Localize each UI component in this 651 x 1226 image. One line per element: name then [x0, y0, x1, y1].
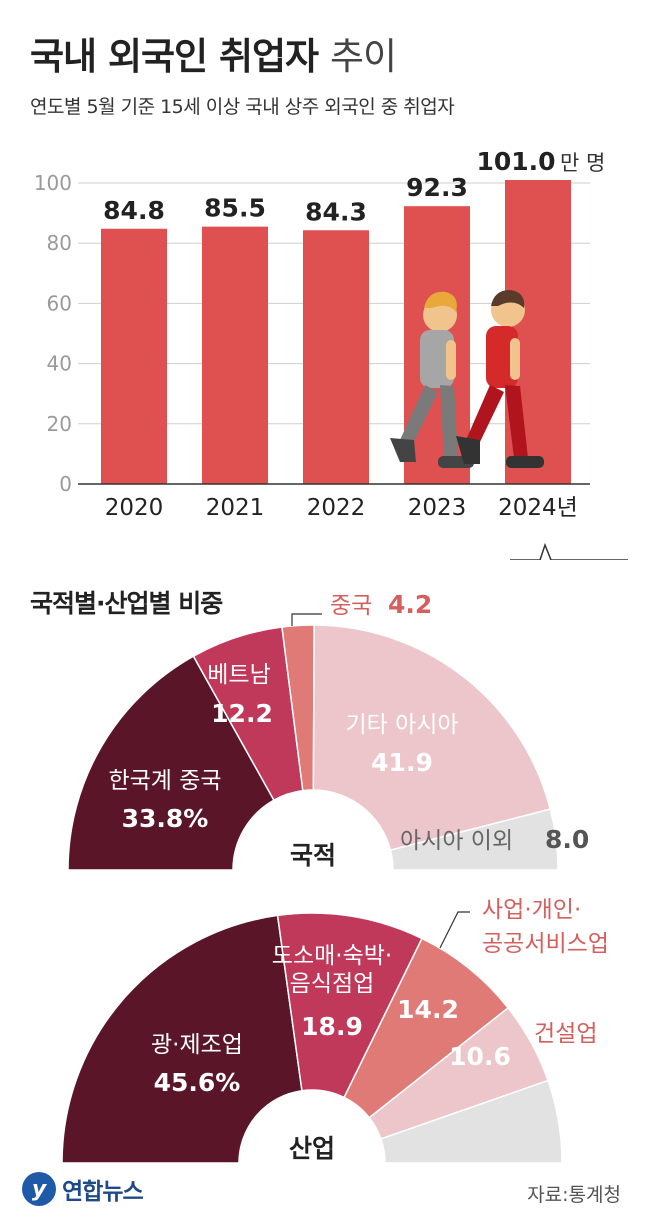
x-tick-label: 2022 [307, 495, 366, 521]
slice-label: 기타 아시아 [345, 712, 458, 738]
bar-value-label: 85.5 [204, 194, 266, 223]
bar-2021 [202, 226, 268, 484]
slice-label: 광·제조업 [151, 1032, 243, 1058]
label-china: 중국 4.2 [291, 590, 432, 626]
section-title-share: 국적별·산업별 비중 [30, 589, 223, 618]
bar-chart: 0 20 40 60 80 100 84.8 85.5 84.3 92.3 101.0 만 명 20… [34, 147, 628, 560]
bar-2020 [101, 228, 167, 484]
donut-slice [276, 912, 423, 1099]
leader-line [291, 613, 322, 626]
yonhap-globe-icon: y [22, 1172, 56, 1206]
y-tick-label: 0 [59, 472, 72, 496]
donut-slice [389, 808, 559, 871]
y-tick-label: 40 [47, 352, 72, 376]
donut-slice [379, 1079, 563, 1164]
slice-value-label: 18.9 [301, 1012, 363, 1041]
bar-value-label: 101.0 [476, 147, 555, 176]
donut-slice [312, 624, 552, 852]
slice-label: 아시아 이외 [400, 828, 513, 854]
slice-value-label: 12.2 [211, 699, 273, 728]
x-tick-label: 2024년 [498, 495, 578, 521]
y-tick-label: 100 [34, 171, 72, 195]
slice-value-label: 41.9 [371, 748, 433, 777]
donut-slice [61, 914, 303, 1164]
person-red [456, 290, 544, 468]
main-title-light: 추이 [329, 35, 397, 78]
walking-people-illustration [390, 290, 544, 468]
axis-break-marker [510, 542, 628, 560]
bar-chart-y-ticks: 0 20 40 60 80 100 [34, 171, 72, 496]
slice-value-label: 8.0 [545, 825, 589, 854]
leader-line [439, 911, 470, 949]
slice-value-label: 33.8% [122, 804, 209, 833]
bar-value-label: 84.3 [305, 197, 367, 226]
bar-chart-x-ticks: 2020 2021 2022 2023 2024년 [105, 495, 578, 521]
slice-label-construction: 건설업 [534, 1021, 597, 1047]
donut-국적: 국적 한국계 중국 33.8% 베트남 12.2 기타 아시아 41.9 아시아 이외 8.0 [67, 624, 589, 871]
main-title-bold: 국내 외국인 취업자 [30, 35, 319, 78]
slice-value-china: 4.2 [388, 590, 432, 619]
donut-center-label: 산업 [289, 1134, 335, 1163]
x-tick-label: 2020 [105, 495, 164, 521]
donut-산업: 산업 광·제조업 45.6% 도소매·숙박·음식점업 18.9 14.2 10.6 [61, 912, 563, 1164]
y-tick-label: 20 [47, 412, 72, 436]
yonhap-logo: y 연합뉴스 [22, 1172, 144, 1206]
yonhap-logo-text: 연합뉴스 [62, 1179, 144, 1205]
slice-label-service-2: 공공서비스업 [482, 931, 609, 957]
slice-value-label: 45.6% [154, 1068, 241, 1097]
bar-unit-label: 만 명 [560, 151, 605, 175]
main-title: 국내 외국인 취업자 추이 [30, 26, 397, 80]
slice-value-label: 14.2 [397, 995, 459, 1024]
slice-label: 음식점업 [290, 971, 375, 997]
y-tick-label: 60 [47, 291, 72, 315]
slice-label-china: 중국 [330, 593, 372, 619]
y-tick-label: 80 [47, 231, 72, 255]
x-tick-label: 2023 [408, 495, 467, 521]
bar-value-label: 92.3 [406, 173, 468, 202]
slice-label: 한국계 중국 [108, 768, 221, 794]
donut-center-label: 국적 [290, 841, 336, 870]
x-tick-label: 2021 [206, 495, 265, 521]
person-gray [390, 291, 474, 468]
bar-value-label: 84.8 [103, 196, 165, 225]
slice-label: 도소매·숙박· [272, 943, 392, 969]
bar-chart-value-labels: 84.8 85.5 84.3 92.3 101.0 만 명 [103, 147, 605, 226]
slice-label-service-1: 사업·개인· [482, 897, 581, 923]
slice-value-label: 10.6 [449, 1042, 511, 1071]
subtitle: 연도별 5월 기준 15세 이상 국내 상주 외국인 중 취업자 [30, 96, 455, 118]
source-note: 자료:통계청 [527, 1184, 621, 1206]
bar-2022 [303, 230, 369, 484]
slice-label: 베트남 [207, 662, 270, 688]
